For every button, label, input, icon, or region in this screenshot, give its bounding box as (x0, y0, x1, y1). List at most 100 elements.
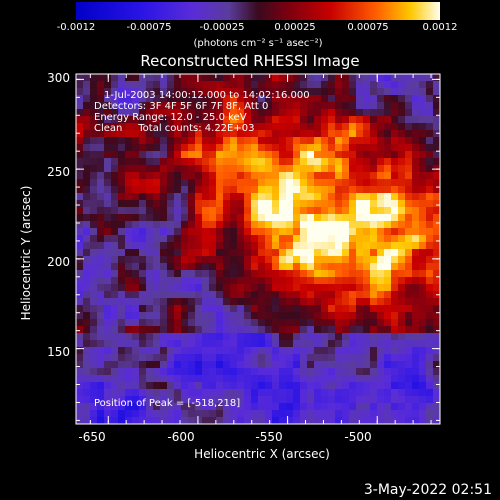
heatmap-cell (153, 389, 161, 397)
heatmap-cell (111, 396, 119, 404)
heatmap-cell (90, 305, 98, 313)
heatmap-cell (342, 137, 350, 145)
heatmap-cell (363, 88, 371, 96)
heatmap-cell (153, 368, 161, 376)
heatmap-cell (97, 389, 105, 397)
heatmap-cell (132, 305, 140, 313)
heatmap-cell (216, 326, 224, 334)
heatmap-cell (307, 263, 315, 271)
heatmap-cell (258, 410, 266, 418)
heatmap-cell (419, 144, 427, 152)
heatmap-cell (174, 102, 182, 110)
heatmap-cell (97, 312, 105, 320)
heatmap-cell (426, 361, 434, 369)
heatmap-cell (202, 228, 210, 236)
heatmap-cell (223, 326, 231, 334)
heatmap-cell (188, 242, 196, 250)
heatmap-cell (83, 165, 91, 173)
heatmap-cell (356, 200, 364, 208)
heatmap-cell (97, 81, 105, 89)
heatmap-cell (363, 410, 371, 418)
heatmap-cell (405, 361, 413, 369)
heatmap-cell (97, 193, 105, 201)
heatmap-cell (391, 333, 399, 341)
heatmap-cell (97, 228, 105, 236)
heatmap-cell (209, 396, 217, 404)
heatmap-cell (321, 326, 329, 334)
heatmap-cell (202, 179, 210, 187)
heatmap-cell (433, 312, 441, 320)
heatmap-cell (377, 88, 385, 96)
heatmap-cell (426, 368, 434, 376)
heatmap-cell (104, 249, 112, 257)
heatmap-cell (111, 312, 119, 320)
heatmap-cell (167, 396, 175, 404)
heatmap-cell (174, 312, 182, 320)
heatmap-cell (174, 263, 182, 271)
heatmap-cell (216, 375, 224, 383)
heatmap-cell (174, 123, 182, 131)
heatmap-cell (188, 319, 196, 327)
heatmap-cells (76, 74, 441, 425)
heatmap-cell (237, 410, 245, 418)
heatmap-cell (391, 361, 399, 369)
heatmap-cell (307, 410, 315, 418)
heatmap-cell (272, 116, 280, 124)
heatmap-cell (265, 361, 273, 369)
heatmap-cell (342, 354, 350, 362)
heatmap-cell (83, 144, 91, 152)
heatmap-cell (300, 333, 308, 341)
heatmap-cell (118, 284, 126, 292)
heatmap-cell (307, 305, 315, 313)
heatmap-cell (314, 109, 322, 117)
heatmap-cell (209, 221, 217, 229)
heatmap-cell (342, 389, 350, 397)
heatmap-cell (370, 263, 378, 271)
heatmap-cell (132, 403, 140, 411)
heatmap-cell (118, 298, 126, 306)
heatmap-cell (356, 270, 364, 278)
heatmap-cell (251, 382, 259, 390)
heatmap-cell (160, 95, 168, 103)
heatmap-cell (209, 123, 217, 131)
heatmap-cell (216, 368, 224, 376)
heatmap-cell (209, 312, 217, 320)
heatmap-cell (83, 200, 91, 208)
heatmap-cell (356, 291, 364, 299)
heatmap-cell (426, 312, 434, 320)
heatmap-cell (349, 319, 357, 327)
heatmap-cell (125, 284, 133, 292)
heatmap-cell (83, 109, 91, 117)
heatmap-cell (139, 396, 147, 404)
heatmap-cell (104, 277, 112, 285)
heatmap-cell (90, 116, 98, 124)
heatmap-cell (90, 221, 98, 229)
heatmap-cell (405, 130, 413, 138)
heatmap-cell (139, 123, 147, 131)
y-axis-label: Heliocentric Y (arcsec) (19, 185, 33, 321)
heatmap-cell (174, 291, 182, 299)
heatmap-cell (230, 277, 238, 285)
heatmap-cell (83, 354, 91, 362)
heatmap-cell (244, 95, 252, 103)
heatmap-cell (349, 256, 357, 264)
heatmap-cell (314, 277, 322, 285)
heatmap-cell (160, 417, 168, 425)
heatmap-cell (426, 116, 434, 124)
heatmap-cell (342, 165, 350, 173)
heatmap-cell (293, 151, 301, 159)
heatmap-cell (426, 256, 434, 264)
heatmap-cell (356, 109, 364, 117)
heatmap-cell (230, 228, 238, 236)
heatmap-cell (153, 270, 161, 278)
heatmap-cell (139, 130, 147, 138)
heatmap-cell (237, 284, 245, 292)
heatmap-cell (202, 235, 210, 243)
heatmap-cell (160, 354, 168, 362)
heatmap-cell (286, 144, 294, 152)
heatmap-cell (293, 102, 301, 110)
heatmap-cell (265, 263, 273, 271)
heatmap-cell (286, 375, 294, 383)
heatmap-cell (244, 214, 252, 222)
heatmap-cell (230, 144, 238, 152)
